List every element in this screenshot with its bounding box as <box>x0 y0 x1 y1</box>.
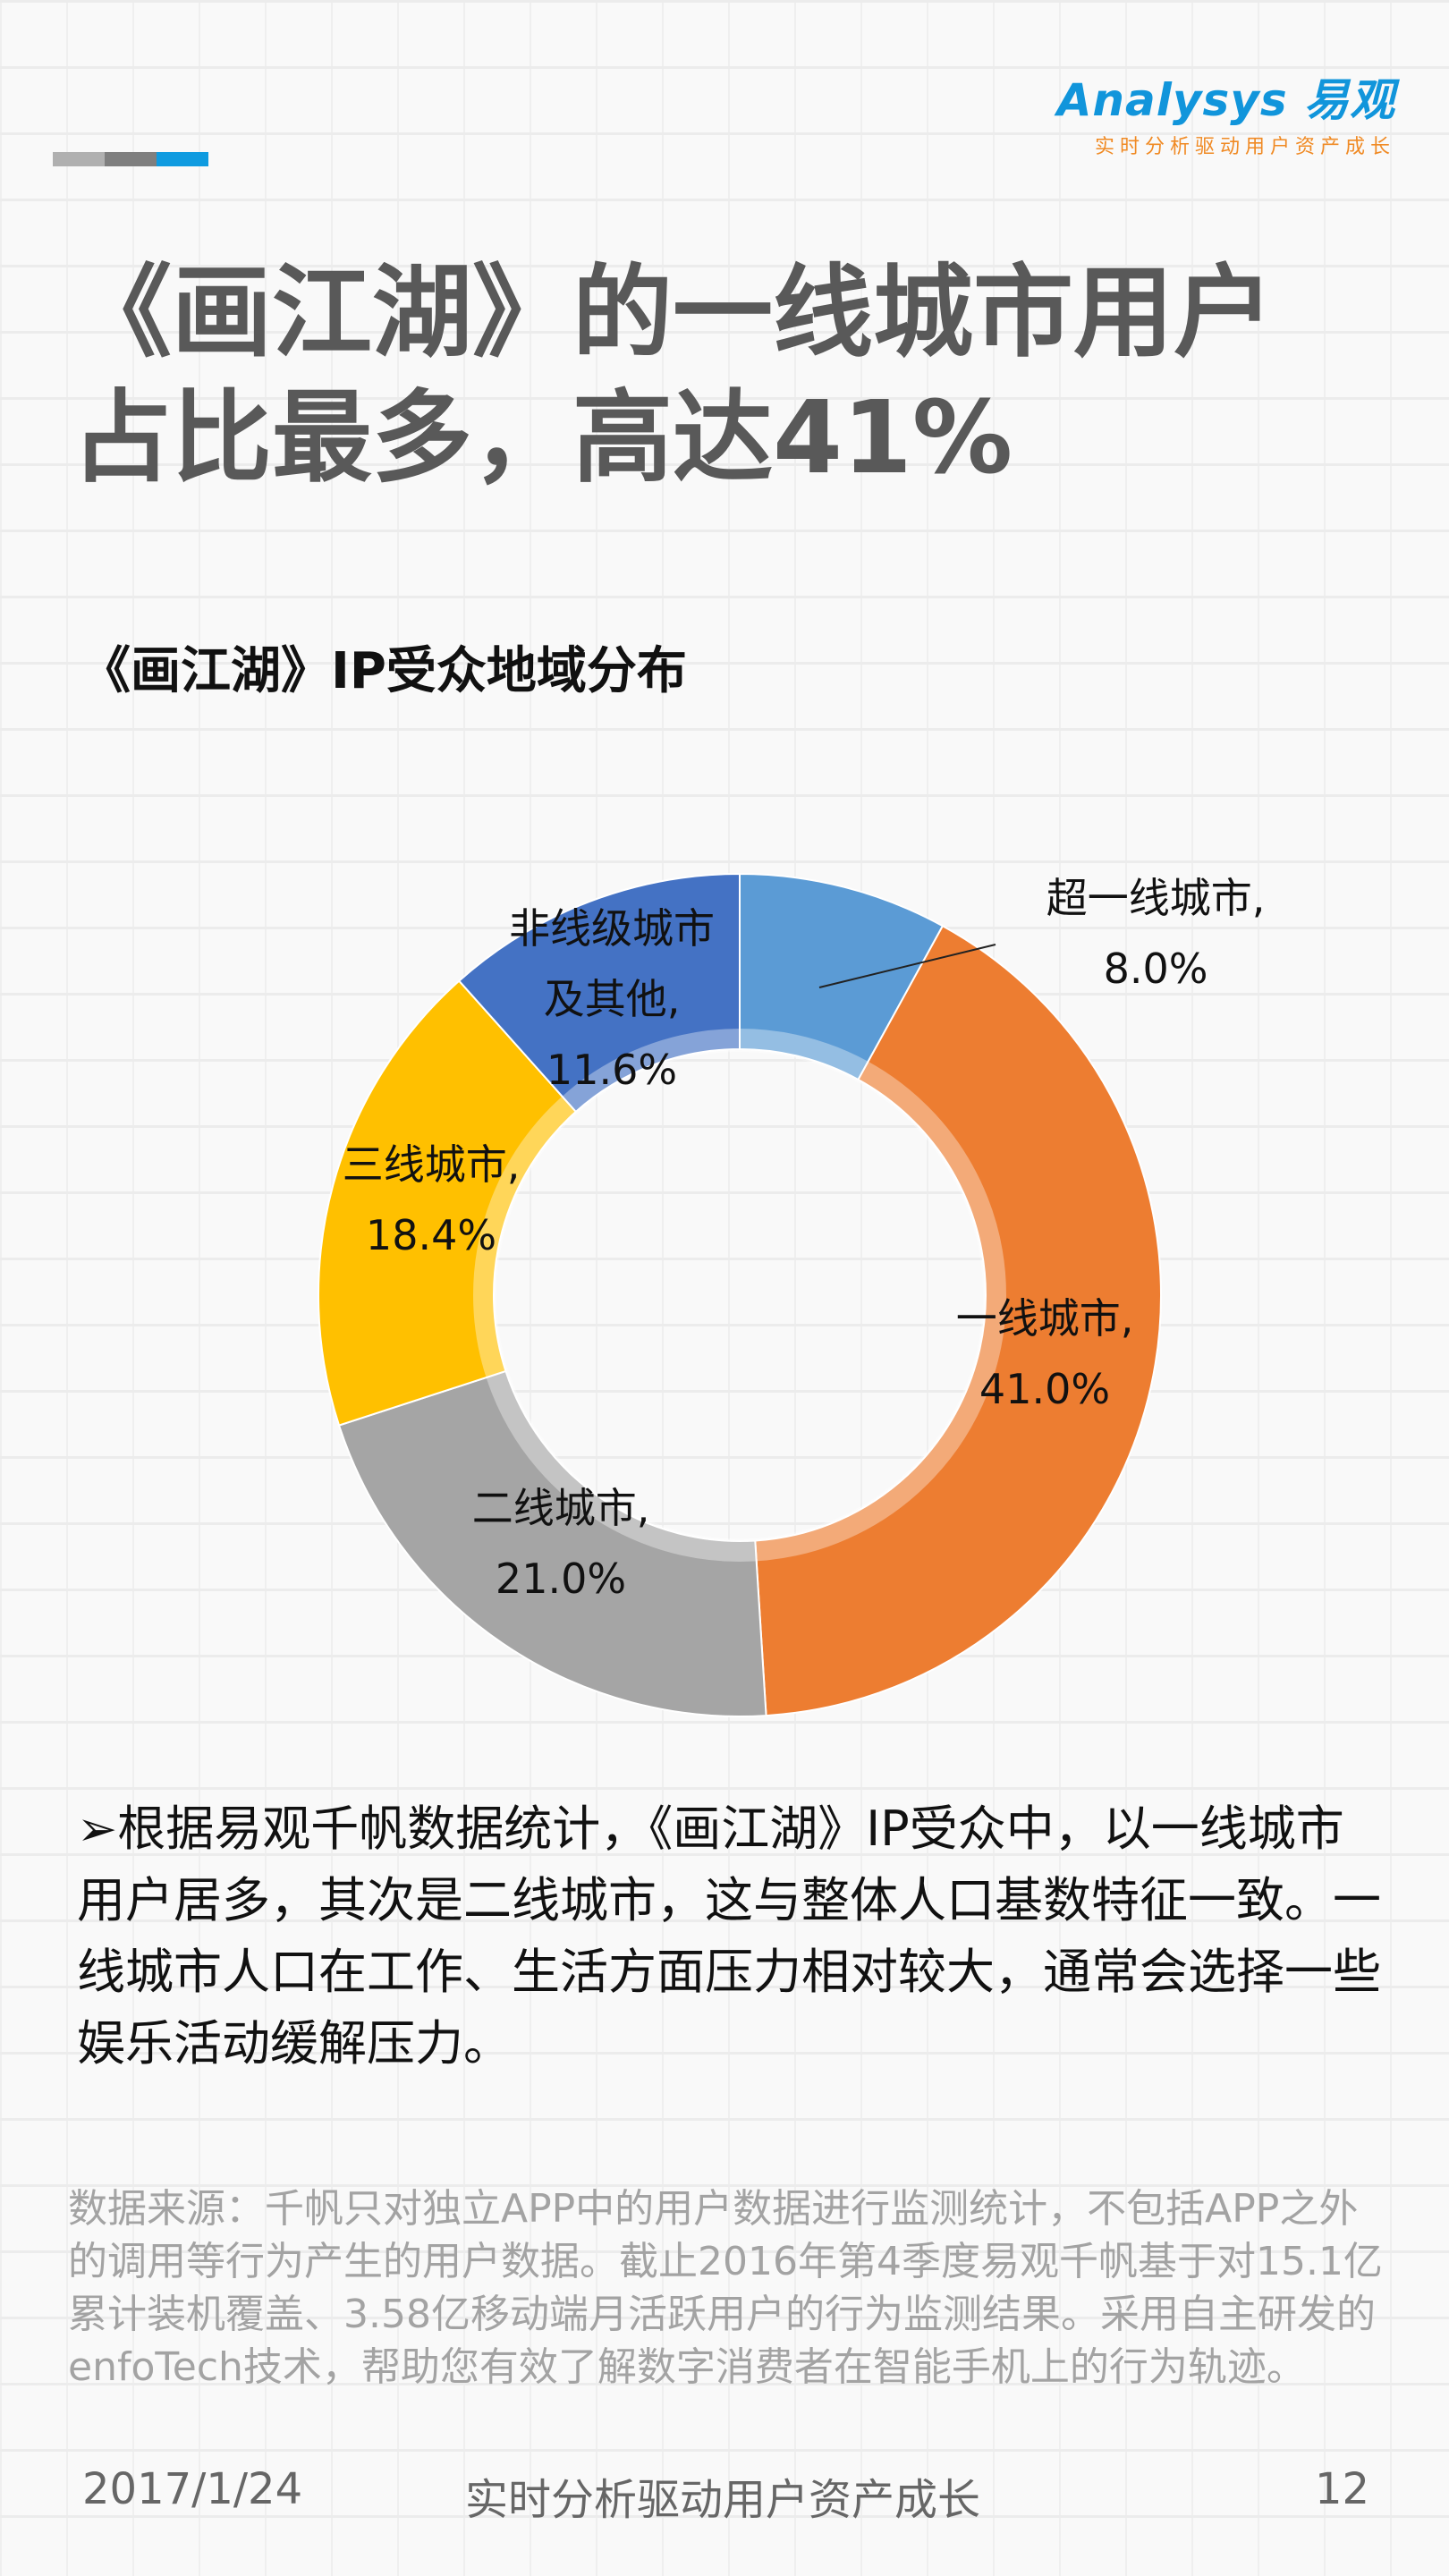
footer-slogan: 实时分析驱动用户资产成长 <box>465 2475 981 2525</box>
analysys-logo: Analysys 易观 实时分析驱动用户资产成长 <box>1057 64 1395 159</box>
donut-slice-3 <box>337 1369 767 1717</box>
page-title-line: 占比最多，高达41% <box>72 380 1013 496</box>
body-text: ➢根据易观千帆数据统计，《画江湖》IP受众中，以一线城市用户居多，其次是二线城市… <box>77 1801 1381 2072</box>
decor-bar <box>105 152 157 166</box>
page-title: 《画江湖》的一线城市用户 占比最多，高达41% <box>72 250 1395 501</box>
donut-slice-4 <box>318 979 578 1427</box>
inner-highlight-ring <box>473 1029 1006 1562</box>
decor-bars <box>53 152 208 166</box>
data-label: 三线城市, <box>343 1140 521 1189</box>
page-title-line: 《画江湖》的一线城市用户 <box>72 255 1274 371</box>
decor-bar <box>53 152 105 166</box>
data-label: 21.0% <box>496 1555 626 1603</box>
donut-chart: 超一线城市, 8.0% 一线城市, 41.0% 二线城市, 21.0% 三线城市, 18.4%… <box>318 872 1266 1717</box>
source-note: 数据来源：千帆只对独立APP中的用户数据进行监测统计，不包括APP之外的调用等行… <box>68 2186 1383 2390</box>
decor-bar <box>157 152 208 166</box>
leader-line <box>818 944 996 988</box>
data-label: 超一线城市, <box>1046 874 1266 922</box>
footer-page-number: 12 <box>1315 2464 1370 2514</box>
data-label: 及其他, <box>544 975 681 1023</box>
data-label: 二线城市, <box>472 1484 650 1532</box>
logo-slogan: 实时分析驱动用户资产成长 <box>1094 136 1395 158</box>
donut-slice-5 <box>457 872 741 1114</box>
chart-title: 《画江湖》IP受众地域分布 <box>80 642 687 700</box>
logo-brand: Analysys 易观 <box>1056 74 1395 126</box>
data-label: 41.0% <box>979 1365 1110 1413</box>
donut-slice-2 <box>754 924 1162 1717</box>
data-label: 11.6% <box>547 1046 677 1094</box>
data-label: 非线级城市 <box>509 904 715 953</box>
data-label: 8.0% <box>1104 945 1208 993</box>
data-label: 18.4% <box>366 1211 496 1259</box>
footer-date: 2017/1/24 <box>82 2464 303 2514</box>
data-label: 一线城市, <box>956 1294 1134 1343</box>
